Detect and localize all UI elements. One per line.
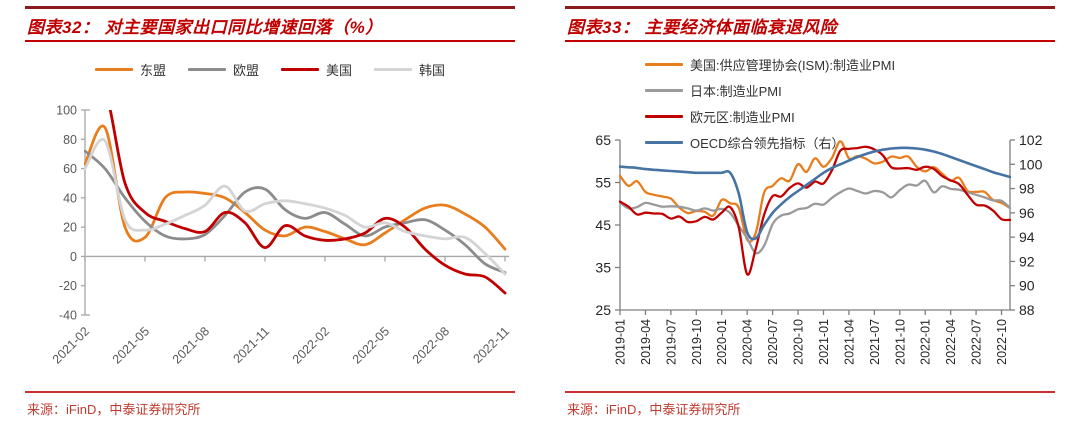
legend-item: 东盟 — [94, 60, 166, 79]
legend-item: OECD综合领先指标（右） — [645, 133, 895, 152]
x-tick-label: 2022-08 — [410, 324, 452, 366]
y-tick-label-right: 98 — [1019, 181, 1035, 197]
source-text: 来源：iFinD，中泰证券研究所 — [567, 402, 741, 417]
y-tick-label-left: 25 — [595, 302, 611, 318]
legend-item: 美国 — [281, 60, 352, 79]
x-tick-label: 2022-04 — [944, 319, 958, 365]
x-tick-label: 2021-01 — [817, 319, 831, 365]
legend-line-swatch — [645, 63, 683, 66]
y-tick-label-left: 55 — [595, 175, 611, 191]
figure-32-title: 图表32： 对主要国家出口同比增速回落（%） — [27, 18, 383, 37]
x-tick-label: 2022-07 — [970, 319, 984, 365]
figure-33-panel: 图表33： 主要经济体面临衰退风险 美国:供应管理协会(ISM):制造业PMI 日… — [565, 0, 1080, 424]
y-tick-label-right: 94 — [1019, 229, 1035, 245]
y-tick-label: 20 — [63, 221, 77, 235]
y-tick-label-right: 102 — [1019, 132, 1043, 148]
y-tick-label-right: 100 — [1019, 156, 1043, 172]
legend-label: OECD综合领先指标（右） — [690, 136, 845, 151]
y-tick-label: -20 — [59, 279, 77, 293]
y-tick-label-left: 45 — [595, 217, 611, 233]
legend-item: 欧盟 — [187, 60, 259, 79]
legend-line-swatch — [374, 68, 413, 71]
series-line — [619, 145, 1011, 276]
legend-label: 美国 — [326, 63, 353, 78]
x-tick-label: 2019-10 — [690, 319, 704, 365]
x-tick-label: 2019-07 — [664, 319, 678, 365]
source-rule — [25, 391, 515, 393]
legend-line-swatch — [645, 89, 683, 92]
figure-33-title: 图表33： 主要经济体面临衰退风险 — [567, 18, 838, 37]
legend-line-swatch — [645, 141, 683, 144]
y-tick-label-right: 96 — [1019, 205, 1035, 221]
legend-item: 韩国 — [374, 60, 445, 79]
y-tick-label: -40 — [59, 309, 77, 323]
x-tick-label: 2022-10 — [995, 319, 1009, 365]
legend-label: 韩国 — [419, 63, 446, 78]
y-tick-label: 60 — [63, 162, 77, 176]
legend-label: 欧盟 — [232, 63, 259, 78]
legend-line-swatch — [187, 68, 226, 71]
title-underline — [565, 40, 1055, 42]
series-line — [84, 149, 507, 274]
x-tick-label: 2022-05 — [350, 324, 392, 366]
y-tick-label-right: 88 — [1019, 302, 1035, 318]
legend-line-swatch — [645, 115, 683, 118]
legend-line-swatch — [94, 68, 133, 71]
x-tick-label: 2021-11 — [230, 324, 272, 366]
y-tick-label: 80 — [63, 133, 77, 147]
legend-label: 东盟 — [139, 63, 166, 78]
pmi-recession-chart: 65 55 45 35 25 102 100 98 96 94 92 90 88 2019-01 2019-… — [595, 132, 1043, 365]
x-tick-label: 2021-04 — [842, 319, 856, 365]
title-underline — [25, 40, 515, 42]
legend-item: 美国:供应管理协会(ISM):制造业PMI — [645, 55, 895, 74]
x-tick-label: 2022-02 — [290, 324, 332, 366]
figure-32-panel: 图表32： 对主要国家出口同比增速回落（%） 东盟 欧盟 美国 韩国 100 80 60 4… — [25, 0, 540, 424]
panel-top-bar — [565, 6, 1055, 9]
export-chart-legend: 东盟 欧盟 美国 韩国 — [25, 60, 515, 79]
x-tick-label: 2019-04 — [639, 319, 653, 365]
source-text: 来源：iFinD，中泰证券研究所 — [27, 402, 201, 417]
legend-item: 欧元区:制造业PMI — [645, 107, 895, 126]
y-tick-label-left: 65 — [595, 132, 611, 148]
y-tick-label-right: 92 — [1019, 253, 1035, 269]
x-tick-label: 2020-01 — [715, 319, 729, 365]
x-tick-label: 2021-02 — [50, 324, 92, 366]
series-line — [84, 137, 507, 276]
x-tick-label: 2021-10 — [893, 319, 907, 365]
series-line — [619, 146, 1011, 241]
x-tick-label: 2021-05 — [110, 324, 152, 366]
series-line — [619, 140, 1011, 243]
y-tick-label-left: 35 — [595, 260, 611, 276]
y-tick-label-right: 90 — [1019, 278, 1035, 294]
series-line — [108, 110, 507, 295]
panel-top-bar — [25, 6, 515, 9]
x-tick-label: 2022-01 — [919, 319, 933, 365]
y-tick-label: 100 — [56, 104, 77, 118]
legend-label: 日本:制造业PMI — [690, 84, 782, 99]
legend-line-swatch — [281, 68, 319, 71]
series-line — [84, 124, 507, 251]
x-tick-label: 2021-08 — [170, 324, 212, 366]
legend-label: 欧元区:制造业PMI — [690, 110, 795, 125]
pmi-chart-legend: 美国:供应管理协会(ISM):制造业PMI 日本:制造业PMI 欧元区:制造业PMI… — [645, 55, 895, 152]
source-rule — [565, 391, 1055, 393]
x-tick-label: 2022-11 — [470, 324, 512, 366]
x-tick-label: 2019-01 — [614, 319, 628, 365]
x-tick-label: 2020-10 — [792, 319, 806, 365]
y-tick-label: 40 — [63, 191, 77, 205]
y-tick-label: 0 — [70, 250, 77, 264]
legend-item: 日本:制造业PMI — [645, 81, 895, 100]
series-line — [619, 179, 1011, 255]
legend-label: 美国:供应管理协会(ISM):制造业PMI — [690, 58, 896, 73]
x-tick-label: 2020-07 — [766, 319, 780, 365]
x-tick-label: 2020-04 — [741, 319, 755, 365]
x-tick-label: 2021-07 — [868, 319, 882, 365]
